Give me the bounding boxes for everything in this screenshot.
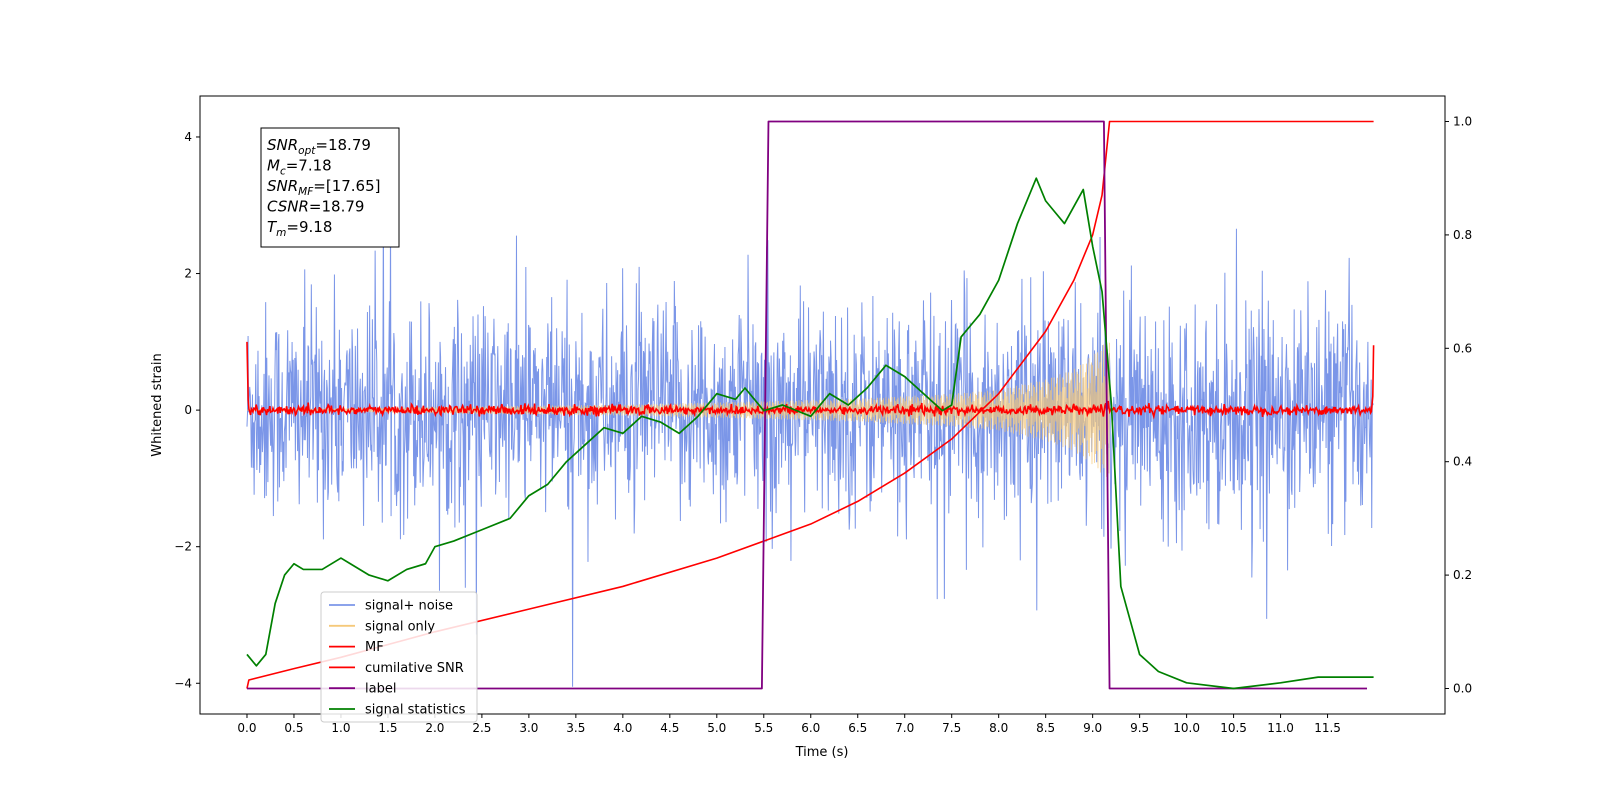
x-tick-label: 8.5: [1036, 721, 1055, 735]
y-right-tick-label: 1.0: [1453, 115, 1472, 129]
x-tick-label: 3.5: [566, 721, 585, 735]
y-left-tick-label: 2: [184, 267, 192, 281]
annotation-line: Tm=9.18: [267, 218, 332, 239]
series-mf: [246, 341, 1375, 420]
x-tick-label: 10.5: [1220, 721, 1247, 735]
x-tick-label: 9.0: [1083, 721, 1102, 735]
y-right-tick-label: 0.8: [1453, 228, 1472, 242]
axes: 0.0 0.5 1.0 1.5 2.0 2.5 3.0 3.5 4.0 4.5 5.0 5.5 6.0 6…: [174, 115, 1472, 735]
x-tick-label: 1.0: [331, 721, 350, 735]
x-tick-label: 6.0: [801, 721, 820, 735]
legend-entry: signal statistics: [365, 703, 466, 718]
annotation-line: CSNR=18.79: [267, 198, 364, 216]
x-tick-label: 11.0: [1267, 721, 1294, 735]
legend-entry: signal+ noise: [365, 599, 453, 614]
legend-entry: cumilative SNR: [365, 661, 464, 676]
x-tick-label: 4.5: [660, 721, 679, 735]
x-tick-label: 11.5: [1314, 721, 1341, 735]
annotation-frame: [260, 127, 400, 248]
x-tick-label: 5.0: [707, 721, 726, 735]
x-tick-label: 6.5: [848, 721, 867, 735]
annotation-box: SNRopt=18.79Mc=7.18SNRMF=[17.65]CSNR=18.…: [260, 127, 400, 248]
y-right-tick-label: 0.2: [1453, 568, 1472, 582]
x-tick-label: 2.5: [472, 721, 491, 735]
y-left-tick-label: −4: [174, 676, 192, 690]
x-tick-label: 0.5: [284, 721, 303, 735]
y-right-tick-label: 0.4: [1453, 455, 1472, 469]
y-left-tick-label: 4: [184, 130, 192, 144]
x-tick-label: 9.5: [1130, 721, 1149, 735]
y-left-tick-label: 0: [184, 403, 192, 417]
x-tick-label: 7.5: [942, 721, 961, 735]
x-axis-label: Time (s): [795, 745, 849, 760]
x-tick-label: 7.0: [895, 721, 914, 735]
x-tick-label: 8.0: [989, 721, 1008, 735]
y-right-tick-label: 0.0: [1453, 681, 1472, 695]
x-tick-label: 1.5: [378, 721, 397, 735]
legend-entry: signal only: [365, 619, 435, 634]
legend-entry: MF: [365, 640, 384, 655]
annotation-line: SNRopt=18.79: [267, 136, 371, 157]
x-tick-label: 4.0: [613, 721, 632, 735]
x-tick-label: 3.0: [519, 721, 538, 735]
series-signal-statistics: [246, 177, 1374, 690]
legend-frame: [320, 591, 478, 723]
x-tick-label: 2.0: [425, 721, 444, 735]
x-tick-label: 0.0: [237, 721, 256, 735]
x-tick-label: 10.0: [1173, 721, 1200, 735]
annotation-line: SNRMF=[17.65]: [267, 177, 381, 198]
series-label: [246, 120, 1368, 690]
legend-entry: label: [365, 682, 396, 697]
annotation-line: Mc=7.18: [267, 157, 332, 178]
legend: signal+ noise signal only MF cumilative SNR…: [320, 591, 478, 723]
x-tick-label: 5.5: [754, 721, 773, 735]
series-signal-plus-noise: [246, 198, 1374, 687]
y-right-tick-label: 0.6: [1453, 341, 1472, 355]
axes-frame: [199, 95, 1446, 715]
y-axis-label-left: Whitened strain: [150, 353, 165, 456]
y-left-tick-label: −2: [174, 540, 192, 554]
